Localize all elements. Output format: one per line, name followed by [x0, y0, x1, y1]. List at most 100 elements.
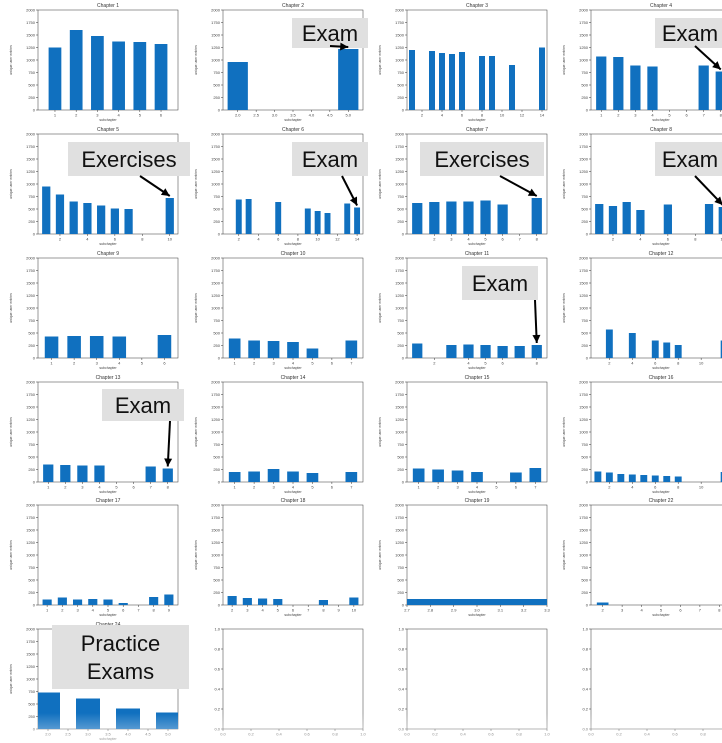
bar: [407, 599, 547, 605]
x-tick-label: 10: [699, 361, 704, 366]
x-tick-label: 3.0: [85, 732, 91, 737]
y-tick-label: 750: [397, 318, 404, 323]
y-tick-label: 1750: [579, 392, 589, 397]
y-axis-label: unique user entries: [9, 664, 13, 694]
x-tick-label: 2: [253, 361, 256, 366]
y-tick-label: 1250: [579, 417, 589, 422]
x-axis-label: subchapter: [652, 366, 670, 370]
x-tick-label: 4: [467, 361, 470, 366]
y-tick-label: 1750: [395, 268, 405, 273]
y-tick-label: 0: [33, 231, 36, 236]
x-tick-label: 8: [694, 237, 697, 242]
x-tick-label: 6: [331, 361, 334, 366]
x-tick-label: 10: [699, 485, 704, 490]
bar: [412, 343, 423, 358]
y-tick-label: 500: [28, 330, 35, 335]
y-tick-label: 750: [581, 318, 588, 323]
x-tick-label: 4: [261, 608, 264, 613]
y-tick-label: 1250: [579, 540, 589, 545]
axes-frame: [406, 9, 548, 111]
x-tick-label: 4.0: [125, 732, 131, 737]
x-tick-label: 3: [456, 485, 459, 490]
bar: [630, 65, 641, 110]
y-tick-label: 1750: [579, 268, 589, 273]
x-tick-label: 0.4: [644, 732, 650, 737]
y-tick-label: 0: [218, 231, 221, 236]
callout-1: Exam: [292, 18, 368, 51]
y-tick-label: 500: [28, 577, 35, 582]
y-tick-label: 2000: [26, 379, 36, 384]
y-tick-label: 250: [213, 343, 220, 348]
y-tick-label: 1.0: [398, 626, 404, 631]
y-tick-label: 250: [213, 95, 220, 100]
x-tick-label: 6: [292, 608, 295, 613]
bar: [480, 345, 491, 358]
x-tick-label: 9: [338, 608, 341, 613]
y-tick-label: 0: [586, 107, 589, 112]
y-tick-label: 2000: [211, 502, 221, 507]
bar: [48, 47, 62, 110]
bar: [628, 333, 636, 358]
x-tick-label: 1: [418, 485, 421, 490]
x-tick-label: 6: [501, 361, 504, 366]
y-tick-label: 2000: [579, 502, 589, 507]
panel-18: Chapter 18 0 250 500 750 1000 1250 1500 1750 2000…: [194, 498, 364, 617]
bar: [287, 471, 299, 482]
x-tick-label: 0.8: [332, 732, 338, 737]
y-tick-label: 250: [28, 343, 35, 348]
panel-title: Chapter 11: [465, 251, 490, 257]
callout-label: Exam: [302, 147, 358, 172]
x-tick-label: 0.6: [672, 732, 678, 737]
panel-19: Chapter 19 0 250 500 750 1000 1250 1500 1750 2000…: [378, 498, 551, 617]
x-tick-label: 6: [515, 485, 518, 490]
x-axis-label: subchapter: [284, 490, 302, 494]
x-tick-label: 8: [536, 361, 539, 366]
bar: [531, 198, 542, 234]
y-tick-label: 0: [586, 355, 589, 360]
x-axis-label: subchapter: [468, 613, 486, 617]
y-tick-label: 1750: [579, 515, 589, 520]
x-tick-label: 3.0: [474, 608, 480, 613]
x-tick-label: 4: [476, 485, 479, 490]
y-axis-label: unique user entries: [9, 540, 13, 570]
x-tick-label: 10: [352, 608, 357, 613]
panel-12: Chapter 12 0 250 500 750 1000 1250 1500 1750 2000…: [562, 251, 722, 370]
x-tick-label: 5: [141, 361, 144, 366]
y-tick-label: 1500: [395, 280, 405, 285]
y-tick-label: 1250: [26, 540, 36, 545]
bar: [43, 464, 54, 482]
x-tick-label: 10: [168, 237, 173, 242]
bar: [720, 340, 722, 358]
x-tick-label: 5: [311, 485, 314, 490]
y-axis-label: unique user entries: [194, 293, 198, 323]
x-tick-label: 3.0: [272, 113, 278, 118]
y-tick-label: 1000: [395, 429, 405, 434]
y-tick-label: 1500: [579, 280, 589, 285]
x-tick-label: 3.2: [521, 608, 527, 613]
x-tick-label: 0.8: [700, 732, 706, 737]
y-tick-label: 1250: [395, 540, 405, 545]
y-tick-label: 1250: [395, 45, 405, 50]
y-tick-label: 500: [397, 330, 404, 335]
x-tick-label: 6: [685, 113, 688, 118]
y-tick-label: 2000: [579, 255, 589, 260]
y-tick-label: 1500: [395, 404, 405, 409]
x-tick-label: 8: [536, 237, 539, 242]
y-tick-label: 0: [402, 107, 405, 112]
bar: [704, 204, 714, 234]
bar: [349, 597, 359, 605]
x-tick-label: 7: [150, 485, 153, 490]
x-tick-label: 3.3: [544, 608, 550, 613]
y-axis-label: unique user entries: [194, 169, 198, 199]
y-tick-label: 1250: [211, 293, 221, 298]
y-axis-label: unique user entries: [378, 540, 382, 570]
x-tick-label: 10: [721, 237, 722, 242]
x-tick-label: 5: [139, 113, 142, 118]
y-tick-label: 0: [402, 355, 405, 360]
y-tick-label: 2000: [579, 7, 589, 12]
bar: [595, 204, 604, 234]
x-tick-label: 3: [96, 361, 99, 366]
callout-label: Exam: [662, 147, 718, 172]
y-tick-label: 500: [397, 577, 404, 582]
bar: [42, 599, 52, 605]
